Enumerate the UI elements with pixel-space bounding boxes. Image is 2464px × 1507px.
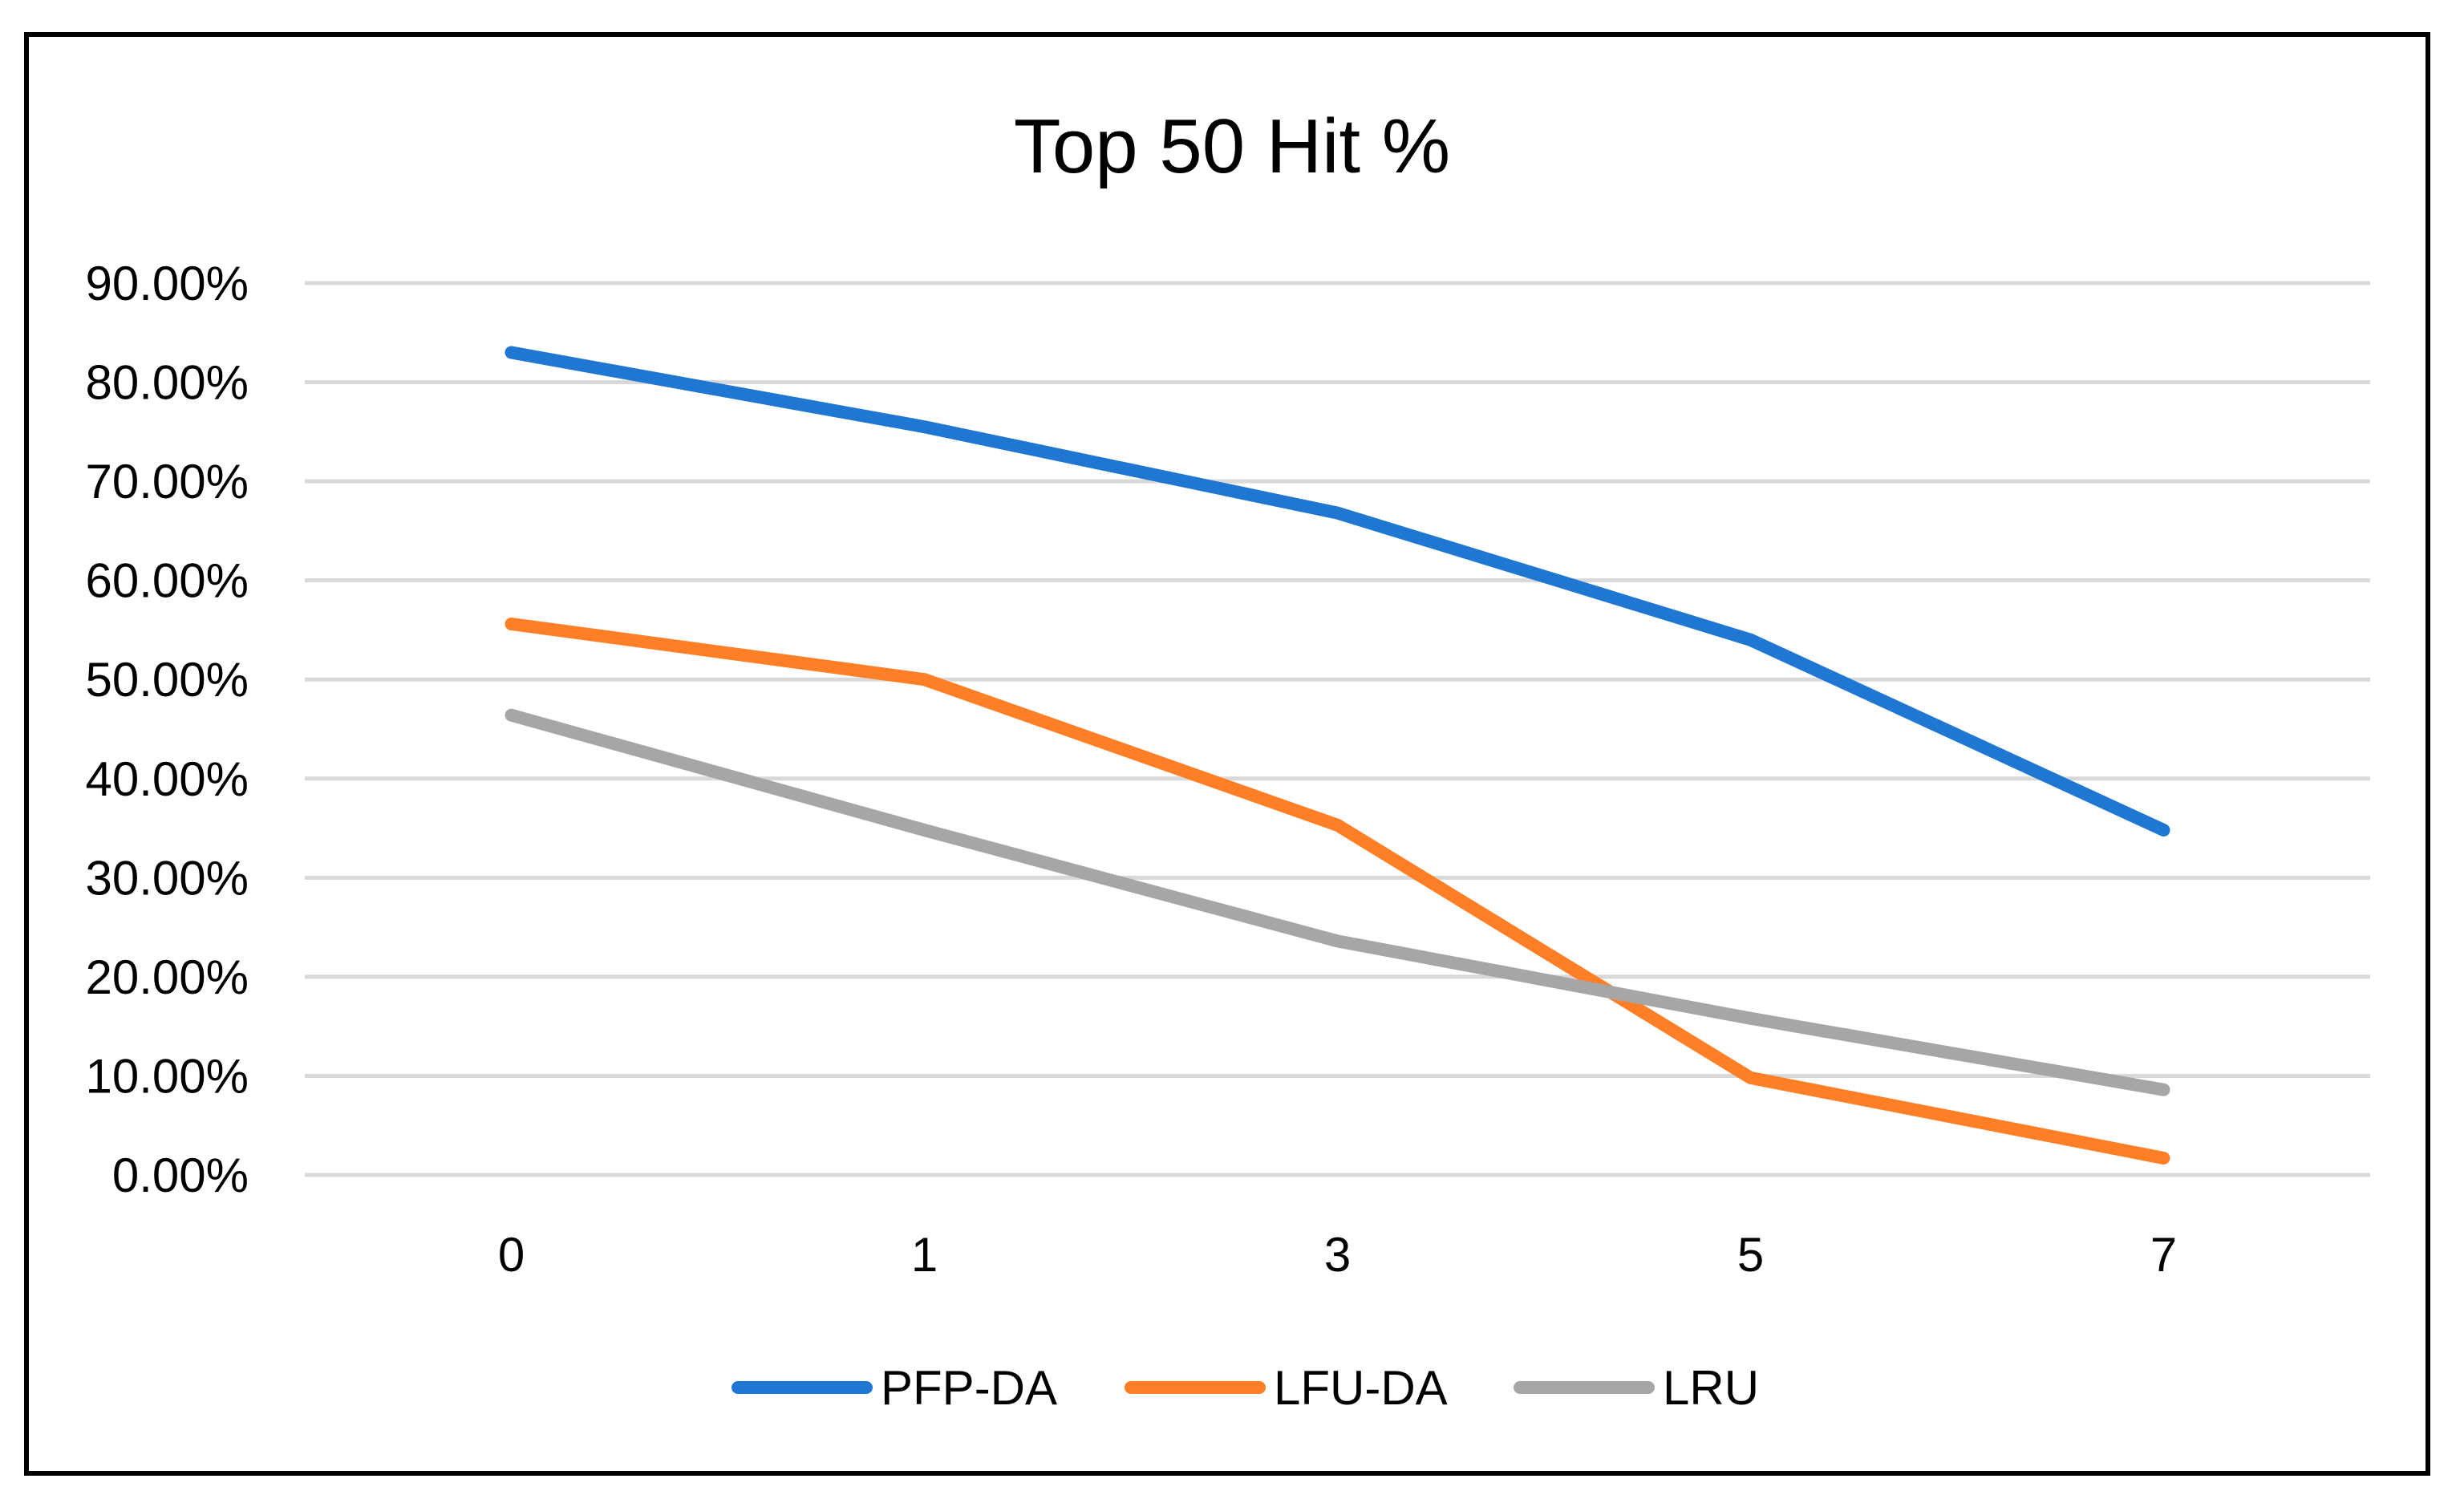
gridlines: [305, 281, 2370, 1177]
y-tick-label: 0.00%: [112, 1148, 249, 1202]
y-tick-label: 60.00%: [86, 554, 249, 608]
chart-frame: [24, 32, 2430, 1476]
x-tick-label: 3: [1324, 1228, 1351, 1282]
y-tick-label: 90.00%: [86, 257, 249, 310]
legend-label-pfp-da: PFP-DA: [881, 1361, 1057, 1415]
y-tick-label: 40.00%: [86, 752, 249, 806]
legend-label-lfu-da: LFU-DA: [1274, 1361, 1448, 1415]
series-line-lru: [505, 708, 2170, 1096]
y-tick-label: 10.00%: [86, 1049, 249, 1103]
x-tick-label: 5: [1737, 1228, 1764, 1282]
y-tick-label: 50.00%: [86, 653, 249, 707]
x-tick-label: 0: [498, 1228, 525, 1282]
series-lines: [505, 346, 2170, 1165]
x-tick-label: 1: [911, 1228, 938, 1282]
y-tick-label: 30.00%: [86, 851, 249, 905]
series-line-pfp-da: [505, 346, 2170, 837]
series-line-lfu-da: [505, 618, 2170, 1165]
y-tick-label: 70.00%: [86, 455, 249, 508]
y-axis-tick-labels: 0.00% 10.00% 20.00% 30.00% 40.00% 50.00% 60.00…: [86, 257, 249, 1202]
x-tick-label: 7: [2150, 1228, 2177, 1282]
y-tick-label: 80.00%: [86, 356, 249, 410]
chart-title: Top 50 Hit %: [1014, 103, 1450, 189]
y-tick-label: 20.00%: [86, 950, 249, 1004]
legend-label-lru: LRU: [1663, 1361, 1759, 1415]
legend: PFP-DA LFU-DA LRU: [732, 1361, 1759, 1415]
x-axis-tick-labels: 0 1 3 5 7: [498, 1228, 2177, 1282]
